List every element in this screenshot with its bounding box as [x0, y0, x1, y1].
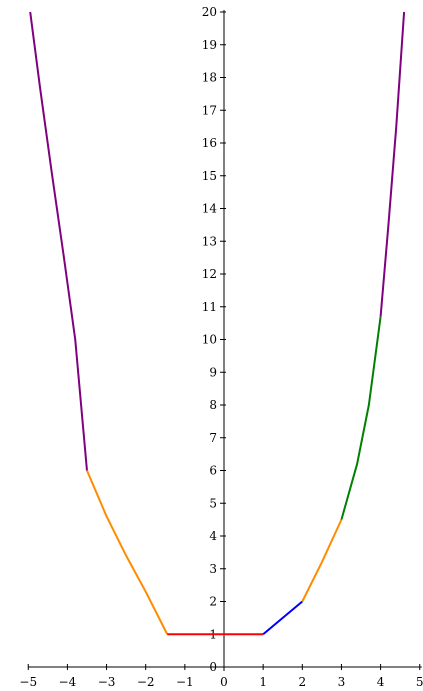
tick-labels: −5 −4 −3 −2 −1 0 1 2 3 4 5012345678910111213141516… — [19, 5, 423, 689]
y-tick-label: 19 — [202, 38, 217, 52]
series-line — [340, 316, 382, 520]
x-tick-label: 4 — [377, 675, 385, 689]
ticks — [27, 11, 421, 670]
x-tick-label: −3 — [98, 675, 116, 689]
y-tick-label: 10 — [202, 333, 217, 347]
x-tick-label: −2 — [137, 675, 155, 689]
y-tick-label: 14 — [202, 202, 218, 216]
x-tick-label: 3 — [338, 675, 346, 689]
y-tick-label: 8 — [209, 398, 217, 412]
series-line — [86, 470, 169, 635]
y-tick-label: 17 — [202, 103, 217, 117]
x-tick-label: −1 — [176, 675, 194, 689]
y-tick-label: 5 — [209, 496, 217, 510]
y-tick-label: 0 — [209, 660, 217, 674]
y-tick-label: 2 — [209, 595, 217, 609]
series-line — [262, 600, 303, 636]
y-tick-label: 7 — [209, 431, 217, 445]
series-group — [29, 11, 406, 636]
y-tick-label: 20 — [202, 5, 217, 19]
y-tick-label: 4 — [209, 529, 217, 543]
y-tick-label: 12 — [202, 267, 217, 281]
x-tick-label: 5 — [416, 675, 423, 689]
x-tick-label: −5 — [19, 675, 37, 689]
x-tick-label: 2 — [298, 675, 306, 689]
y-tick-label: 11 — [202, 300, 217, 314]
x-tick-label: 0 — [220, 675, 228, 689]
x-tick-label: −4 — [59, 675, 77, 689]
y-tick-label: 15 — [202, 169, 217, 183]
y-tick-label: 18 — [202, 71, 217, 85]
series-line — [29, 11, 88, 471]
y-tick-label: 9 — [209, 365, 217, 379]
x-tick-label: 1 — [259, 675, 267, 689]
y-tick-label: 3 — [209, 562, 217, 576]
axes — [28, 10, 422, 671]
y-tick-label: 16 — [202, 136, 217, 150]
series-line — [379, 11, 406, 317]
series-line — [301, 519, 343, 602]
y-tick-label: 6 — [209, 464, 217, 478]
y-tick-label: 13 — [202, 234, 217, 248]
